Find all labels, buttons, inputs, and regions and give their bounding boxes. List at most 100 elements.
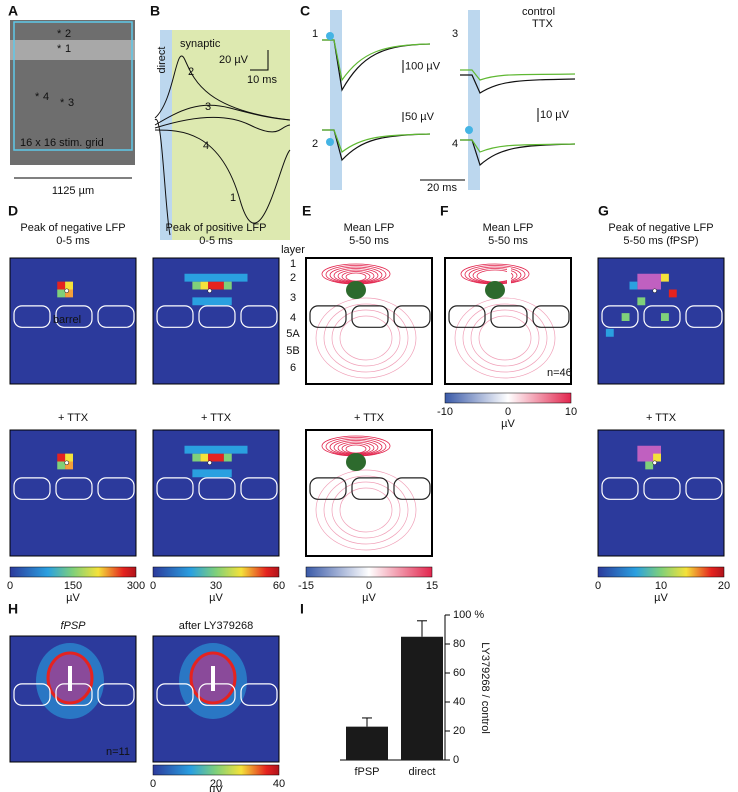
map (9, 257, 137, 385)
map-cell (605, 328, 614, 337)
contour (331, 309, 401, 367)
panel-title: fPSP (60, 620, 86, 632)
stim-dot (326, 32, 334, 40)
trace (154, 119, 171, 236)
neg-peak (485, 281, 505, 299)
colorbar-tick: 0 (150, 580, 156, 592)
map-cell (65, 281, 73, 290)
scale-label: 10 µV (540, 109, 570, 121)
contour (339, 487, 393, 533)
stim-dot (465, 126, 473, 134)
panel-title: 5-50 ms (fPSP) (623, 235, 698, 247)
colorbar-tick: -10 (437, 406, 453, 418)
map-cell (645, 461, 654, 470)
direct-label: direct (156, 47, 168, 74)
map-cell (668, 289, 677, 298)
map-cell (208, 281, 216, 290)
barrel (393, 305, 431, 328)
site-dot (207, 460, 212, 466)
trace (460, 139, 576, 153)
barrel (55, 305, 93, 328)
panel-title: Mean LFP (483, 222, 534, 234)
trace-label: 2 (312, 138, 318, 150)
neg-peak (346, 281, 366, 299)
contour (470, 309, 540, 367)
colorbar-tick: 40 (273, 778, 285, 790)
trace (154, 116, 291, 133)
colorbar (597, 566, 725, 578)
barrel (198, 683, 236, 706)
trace (154, 129, 291, 224)
map-cell (65, 453, 73, 462)
colorbar-unit: µV (362, 592, 376, 604)
layer-label: 3 (290, 292, 296, 304)
electrode (68, 666, 72, 691)
layer-label: 5A (286, 328, 300, 340)
barrel (156, 477, 194, 500)
stim-window (468, 10, 480, 190)
panel-label: F (440, 203, 449, 219)
panel-label: B (150, 3, 160, 19)
barrel (601, 477, 639, 500)
map-cell (57, 453, 66, 462)
contour (339, 315, 393, 361)
site-marker: 2 (65, 28, 71, 40)
contour (454, 297, 556, 379)
contour (331, 481, 401, 539)
contour (323, 475, 409, 545)
layer-label: 2 (290, 272, 296, 284)
map-cell (57, 461, 66, 470)
colorbar-unit: µV (209, 784, 223, 792)
panel-title: + TTX (646, 412, 677, 424)
colorbar-tick: -15 (298, 580, 314, 592)
barrel-label: barrel (53, 314, 81, 326)
barrel (198, 305, 236, 328)
colorbar (444, 392, 572, 404)
y-tick-label: 80 (453, 638, 465, 650)
map-cell (629, 281, 638, 290)
scale-label: 20 ms (427, 182, 457, 194)
colorbar-unit: µV (209, 592, 223, 604)
colorbar-tick: 0 (505, 406, 511, 418)
scale-label: 50 µV (405, 111, 435, 123)
panel-title: after LY379268 (179, 620, 253, 632)
colorbar-tick: 10 (655, 580, 667, 592)
colorbar-tick: 0 (150, 778, 156, 790)
colorbar-tick: 300 (127, 580, 145, 592)
grid-label: 16 x 16 stim. grid (20, 137, 104, 149)
scale-label: 20 µV (219, 54, 249, 66)
y-tick-label: 20 (453, 725, 465, 737)
map-cell (208, 453, 216, 462)
barrel (97, 477, 135, 500)
map-cell (192, 297, 232, 306)
bar (346, 726, 388, 760)
barrel (240, 683, 278, 706)
map-cell (637, 297, 646, 306)
y-tick-label: 60 (453, 667, 465, 679)
trace (154, 104, 291, 126)
barrel (240, 477, 278, 500)
site-dot (207, 288, 212, 294)
colorbar-unit: µV (654, 592, 668, 604)
barrel (532, 305, 570, 328)
x-tick-label: direct (409, 766, 436, 778)
contour-map (305, 257, 433, 385)
scale-label: 100 µV (405, 60, 441, 72)
map-cell (653, 453, 661, 462)
barrel (13, 683, 51, 706)
panel-label: C (300, 3, 310, 19)
panel-title: + TTX (201, 412, 232, 424)
barrel (156, 683, 194, 706)
synaptic-label: synaptic (180, 38, 221, 50)
panel-label: I (300, 601, 304, 617)
site-dot (64, 288, 69, 294)
barrel (490, 305, 528, 328)
layer-label: 4 (290, 312, 296, 324)
map-cell (661, 313, 669, 321)
site-star: * (35, 91, 40, 103)
panel-title: Peak of positive LFP (166, 222, 267, 234)
y-tick-label: 40 (453, 696, 465, 708)
trace-label: 4 (203, 140, 209, 152)
contour (315, 297, 417, 379)
